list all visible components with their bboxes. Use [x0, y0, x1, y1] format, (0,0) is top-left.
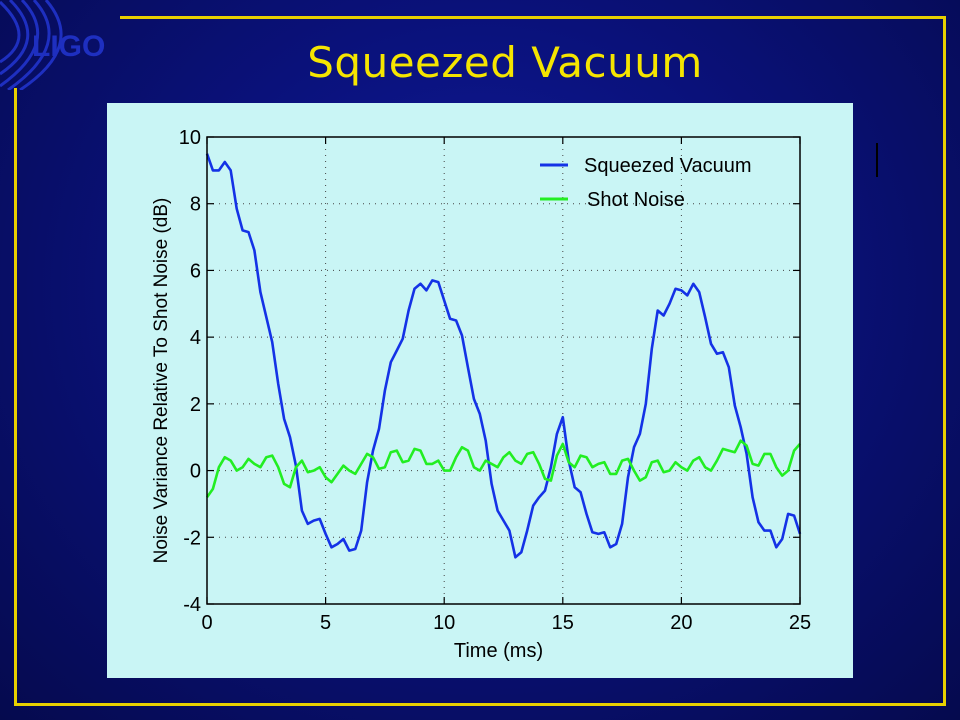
axes-box [206, 136, 801, 605]
frame-left-line [14, 88, 17, 706]
series-line-squeezed-vacuum [205, 153, 802, 559]
y-tick-label: 2 [190, 394, 201, 416]
x-axis-label: Time (ms) [454, 640, 543, 662]
side-mark [876, 143, 878, 177]
logo-text: LIGO [32, 30, 105, 63]
x-tick-label: 25 [789, 612, 811, 634]
y-tick-label: 4 [190, 327, 201, 349]
x-tick-label: 5 [320, 612, 331, 634]
x-tick-label: 15 [552, 612, 574, 634]
series-line-shot-noise [205, 439, 801, 499]
y-tick-label: -4 [183, 594, 201, 616]
y-axis-label: Noise Variance Relative To Shot Noise (d… [151, 198, 172, 564]
chart-panel [107, 103, 853, 678]
y-tick-label: 10 [179, 127, 201, 149]
frame-right-line [943, 16, 946, 706]
y-tick-label: 8 [190, 194, 201, 216]
x-tick-label: 10 [433, 612, 455, 634]
ligo-logo: LIGO [0, 0, 105, 90]
x-tick-label: 20 [670, 612, 692, 634]
y-tick-label: 6 [190, 260, 201, 282]
legend: Squeezed Vacuum Shot Noise [540, 155, 752, 211]
legend-label: Shot Noise [587, 189, 685, 211]
series-group [205, 153, 802, 559]
y-tick-label: -2 [183, 527, 201, 549]
y-tick-label: 0 [190, 461, 201, 483]
frame-top-line [120, 16, 946, 19]
frame-bottom-line [14, 703, 946, 706]
legend-label: Squeezed Vacuum [584, 155, 752, 177]
grid [207, 137, 800, 604]
x-tick-label: 0 [201, 612, 212, 634]
slide-title: Squeezed Vacuum [307, 38, 703, 87]
